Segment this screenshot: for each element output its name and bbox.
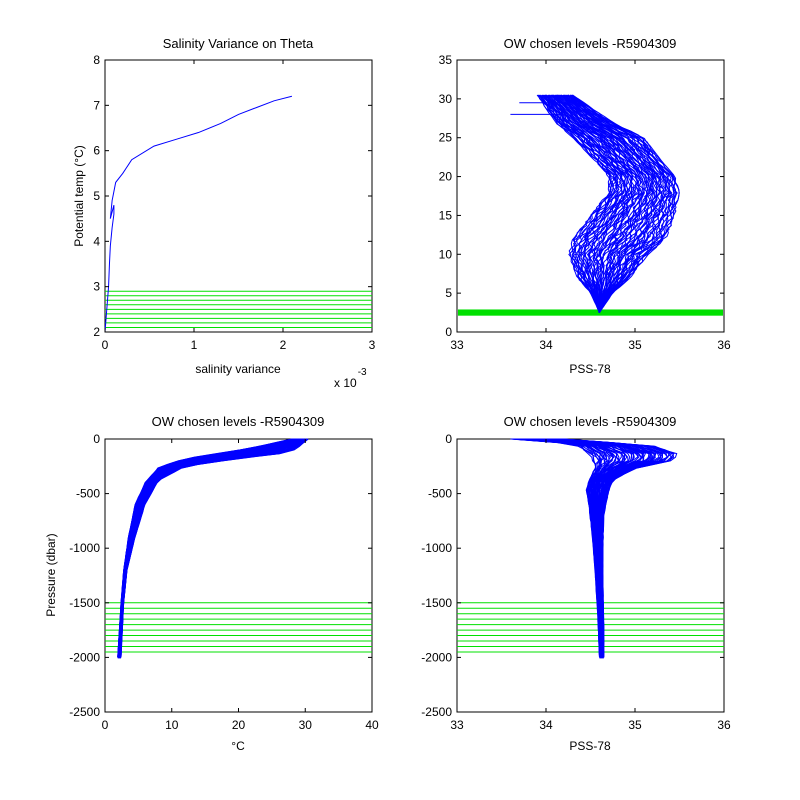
profile-line	[555, 94, 644, 313]
x-tick-label: 35	[628, 338, 642, 352]
profile-line	[537, 94, 613, 313]
y-tick-label: 30	[439, 92, 453, 106]
y-axis-label: Pressure (dbar)	[44, 533, 58, 616]
x-tick-label: 34	[539, 338, 553, 352]
profile-line	[538, 94, 612, 313]
plot-area	[104, 438, 373, 713]
x-axis-label: PSS-78	[569, 362, 611, 376]
y-axis-label: Potential temp (°C)	[72, 145, 86, 247]
y-tick-label: -2500	[69, 705, 100, 719]
chart-marks	[105, 438, 372, 659]
x-exponent-label: x 10-3	[334, 367, 367, 390]
x-tick-label: 34	[539, 718, 553, 732]
x-tick-label: 36	[717, 338, 731, 352]
y-tick-label: 3	[93, 280, 100, 294]
profile-line	[557, 94, 649, 313]
profile-line	[570, 94, 678, 313]
x-tick-label: 36	[717, 718, 731, 732]
y-tick-label: 20	[439, 170, 453, 184]
profile-line	[120, 438, 309, 658]
y-tick-label: 10	[439, 247, 453, 261]
x-tick-label: 35	[628, 718, 642, 732]
x-axis-label: salinity variance	[195, 362, 281, 376]
x-tick-label: 40	[365, 718, 379, 732]
y-tick-label: 5	[93, 189, 100, 203]
y-tick-label: -2000	[69, 650, 100, 664]
x-tick-label: 1	[191, 338, 198, 352]
panel-salinity-pressure: OW chosen levels -R5904309 33 34 35 36 -2500…	[421, 414, 731, 753]
x-tick-label: 33	[450, 718, 464, 732]
y-tick-label: -2500	[421, 705, 452, 719]
x-tick-label: 3	[369, 338, 376, 352]
x-exponent-power: -3	[358, 367, 367, 378]
profile-line	[563, 438, 678, 658]
y-tick-label: -1000	[421, 541, 452, 555]
profile-line	[536, 94, 611, 313]
y-tick-label: -500	[428, 487, 452, 501]
y-tick-label: 7	[93, 98, 100, 112]
y-tick-label: 25	[439, 131, 453, 145]
y-tick-label: -1000	[69, 541, 100, 555]
chart-title: OW chosen levels -R5904309	[152, 414, 325, 429]
x-tick-label: 10	[165, 718, 179, 732]
profile-line	[547, 94, 632, 313]
chart-marks	[457, 438, 724, 659]
profile-line	[541, 94, 619, 313]
profile-line	[550, 94, 638, 313]
chart-marks	[458, 94, 723, 316]
y-tick-label: -2000	[421, 650, 452, 664]
y-tick-label: 6	[93, 144, 100, 158]
panel-salinity-variance: Salinity Variance on Theta 0 1 2 3 2 3 4 5 6 7 8 s…	[72, 36, 376, 390]
y-tick-label: 35	[439, 53, 453, 67]
panel-temperature-pressure: OW chosen levels -R5904309 0 10 20 30 40 -250…	[44, 414, 379, 753]
y-tick-label: -1500	[421, 596, 452, 610]
tick-labels: 33 34 35 36 -2500 -2000 -1500 -1000 -500 0	[421, 432, 731, 732]
chart-title: OW chosen levels -R5904309	[504, 414, 677, 429]
tick-labels: 0 10 20 30 40 -2500 -2000 -1500 -1000 -500 0	[69, 432, 379, 732]
panel-ts-diagram: OW chosen levels -R5904309 33 34 35 36 0 5 10 1…	[439, 36, 731, 376]
x-tick-label: 0	[102, 338, 109, 352]
x-tick-label: 20	[232, 718, 246, 732]
tick-labels: 33 34 35 36 0 5 10 15 20 25 30 35	[439, 53, 731, 352]
series-line	[104, 95, 293, 333]
x-axis-label: °C	[231, 739, 245, 753]
chosen-level-band	[458, 309, 723, 316]
y-tick-label: 8	[93, 53, 100, 67]
profile-line	[572, 94, 680, 313]
chart-title: OW chosen levels -R5904309	[504, 36, 677, 51]
x-exponent-base: x 10	[334, 376, 357, 390]
x-tick-label: 2	[280, 338, 287, 352]
tick-labels: 0 1 2 3 2 3 4 5 6 7 8	[93, 53, 375, 352]
y-tick-label: -1500	[69, 596, 100, 610]
y-tick-label: 0	[93, 432, 100, 446]
chart-marks	[104, 95, 372, 333]
y-tick-label: 4	[93, 234, 100, 248]
y-tick-label: 15	[439, 208, 453, 222]
y-tick-label: -500	[76, 487, 100, 501]
plot-area	[104, 59, 373, 333]
y-tick-label: 5	[445, 286, 452, 300]
profile-line	[559, 94, 655, 313]
x-tick-label: 0	[102, 718, 109, 732]
y-tick-label: 0	[445, 325, 452, 339]
y-tick-label: 0	[445, 432, 452, 446]
y-tick-label: 2	[93, 325, 100, 339]
x-tick-label: 30	[299, 718, 313, 732]
profile-line	[550, 94, 635, 313]
profile-line	[560, 94, 658, 313]
chart-title: Salinity Variance on Theta	[163, 36, 314, 51]
x-tick-label: 33	[450, 338, 464, 352]
x-axis-label: PSS-78	[569, 739, 611, 753]
